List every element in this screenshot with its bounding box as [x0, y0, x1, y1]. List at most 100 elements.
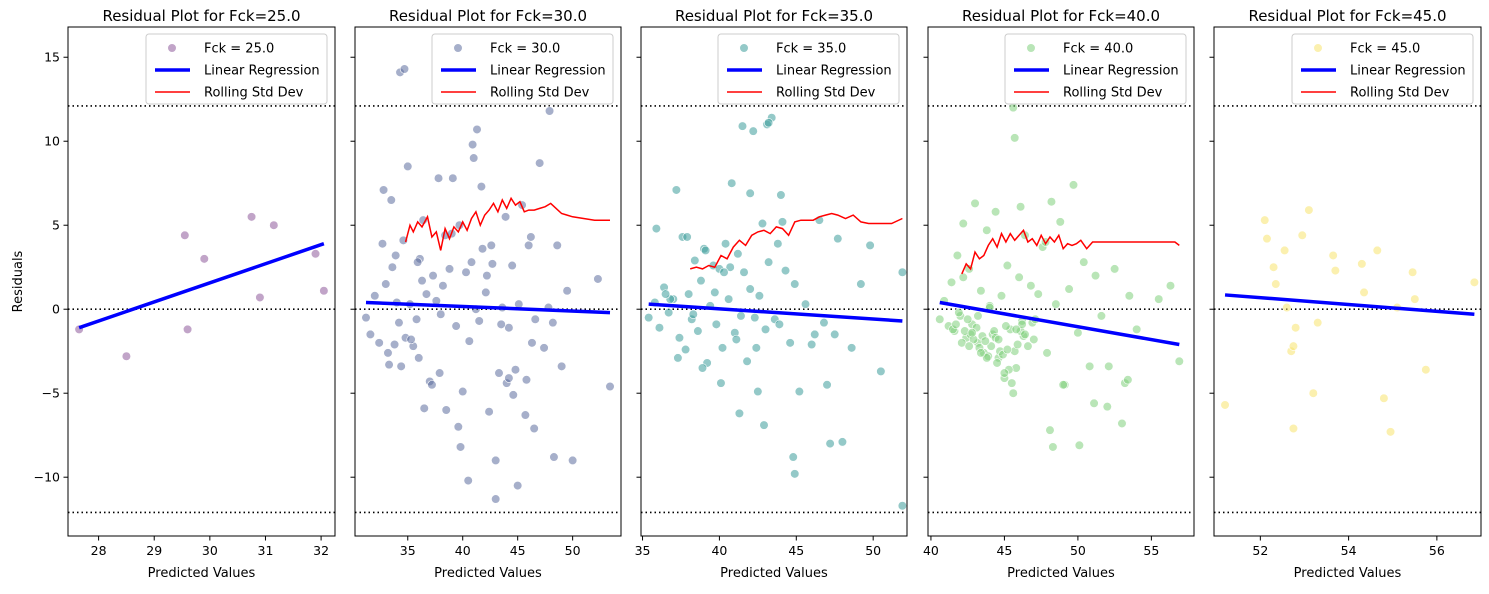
data-point	[1023, 341, 1033, 351]
data-point	[474, 316, 484, 326]
data-point	[807, 339, 817, 350]
data-point	[448, 173, 458, 183]
data-point	[731, 334, 741, 345]
chart-title: Residual Plot for Fck=45.0	[1248, 7, 1446, 25]
data-point	[377, 239, 388, 249]
data-point	[1007, 378, 1017, 388]
data-point	[754, 291, 764, 301]
plot-area	[928, 103, 1194, 514]
legend-label: Rolling Std Dev	[1350, 86, 1450, 101]
legend-label: Fck = 40.0	[1063, 42, 1133, 57]
data-point	[833, 234, 843, 244]
x-tick-label: 52	[1252, 543, 1268, 558]
data-point	[539, 343, 549, 353]
legend-label: Fck = 30.0	[490, 42, 560, 57]
data-point	[759, 420, 769, 430]
data-point	[777, 217, 788, 227]
y-tick-label: 15	[44, 50, 60, 65]
data-point	[719, 267, 729, 277]
data-point	[413, 257, 423, 267]
data-point	[1469, 277, 1479, 287]
rolling-std-line	[961, 228, 1180, 275]
x-tick-label: 40	[711, 543, 727, 558]
data-point	[383, 348, 393, 358]
data-point	[1045, 425, 1055, 435]
y-tick-label: 10	[44, 134, 60, 149]
data-point	[1280, 245, 1290, 256]
x-tick-label: 32	[313, 543, 329, 558]
data-point	[433, 173, 444, 183]
legend-box	[431, 33, 614, 105]
data-point	[396, 361, 406, 371]
data-point	[535, 158, 545, 168]
chart-title: Residual Plot for Fck=40.0	[962, 7, 1160, 25]
rolling-std-line	[690, 212, 903, 270]
plot-area	[68, 105, 335, 514]
data-point	[958, 218, 968, 229]
data-point	[384, 360, 394, 370]
x-tick-label: 50	[565, 543, 581, 558]
regression-line	[1224, 293, 1475, 317]
data-point	[1117, 418, 1127, 429]
data-point	[1291, 323, 1301, 333]
data-point	[1033, 289, 1043, 299]
data-point	[562, 286, 572, 296]
axes-frame	[640, 26, 908, 537]
subplot-4: 40 45 50 55 Residual Plot for Fck=40.0 Predic…	[923, 7, 1195, 581]
data-point	[182, 324, 193, 334]
data-point	[494, 368, 504, 378]
data-point	[510, 365, 521, 375]
data-point	[1104, 361, 1114, 371]
axes-frame	[927, 26, 1195, 537]
data-point	[482, 271, 492, 281]
data-point	[982, 353, 992, 363]
data-point	[720, 239, 731, 249]
legend-label: Rolling Std Dev	[490, 86, 590, 101]
data-point	[477, 244, 488, 254]
legend-label: Fck = 35.0	[776, 42, 846, 57]
axes-frame	[1213, 26, 1482, 537]
data-point	[800, 299, 811, 309]
x-axis-label: Predicted Values	[1007, 566, 1115, 581]
legend: Fck = 35.0 Linear Regression Rolling Std D…	[717, 33, 900, 105]
legend-label: Rolling Std Dev	[1063, 86, 1163, 101]
data-point	[986, 341, 996, 351]
data-point	[1068, 180, 1079, 190]
data-point	[693, 326, 703, 336]
data-point	[552, 240, 562, 250]
data-point	[993, 334, 1004, 345]
data-point	[1008, 103, 1018, 113]
data-point	[1001, 321, 1011, 331]
data-point	[727, 178, 737, 188]
data-point	[1313, 318, 1323, 328]
x-tick-label: 50	[865, 543, 881, 558]
data-point	[1123, 375, 1133, 385]
data-point	[973, 311, 983, 321]
data-point	[1090, 271, 1101, 281]
data-point	[980, 336, 990, 346]
data-point	[724, 294, 734, 304]
data-point	[365, 329, 375, 340]
data-point	[427, 380, 437, 390]
data-point	[1268, 262, 1279, 272]
data-point	[651, 223, 661, 234]
data-point	[507, 260, 517, 271]
subplot-1: 28 29 30 31 32 −10 −5 0 5 10 15 Residual Plot for F…	[11, 7, 336, 581]
data-point	[661, 289, 671, 299]
data-point	[1029, 334, 1039, 345]
data-point	[716, 378, 726, 388]
data-point	[435, 368, 445, 378]
data-point	[1372, 245, 1382, 256]
subplot-2: 35 40 45 50 Residual Plot for Fck=30.0 Predic…	[350, 7, 622, 581]
data-point	[255, 292, 265, 303]
data-point	[398, 235, 408, 245]
data-point	[1058, 380, 1068, 390]
legend: Fck = 30.0 Linear Regression Rolling Std D…	[431, 33, 614, 105]
legend-label: Linear Regression	[1063, 64, 1179, 79]
data-point	[464, 336, 474, 346]
plot-area	[355, 64, 621, 514]
data-point	[996, 291, 1007, 301]
plot-area	[1214, 105, 1481, 514]
x-tick-label: 40	[455, 543, 471, 558]
